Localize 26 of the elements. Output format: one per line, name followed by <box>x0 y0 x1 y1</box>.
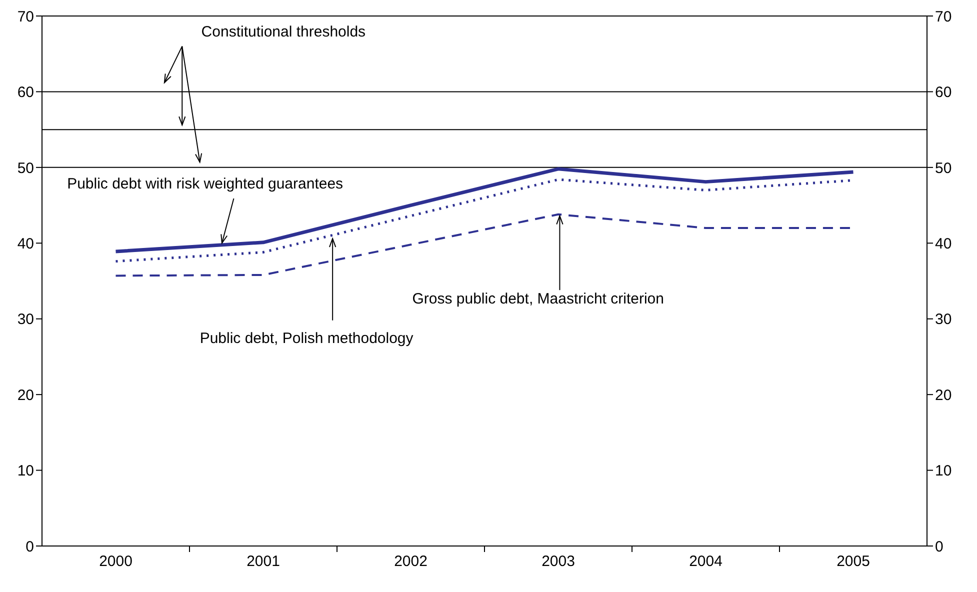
y-tick-label: 30 <box>17 311 34 328</box>
text: Gross public debt, Maastricht criterion <box>412 290 664 308</box>
annotation: Constitutional thresholds <box>201 23 366 40</box>
y2-tick-label: 20 <box>935 386 952 404</box>
x-tick-label: 2001 <box>246 553 280 570</box>
y2-tick-label: 40 <box>935 235 952 252</box>
x-tick-label: 2003 <box>542 553 575 570</box>
y2-tick-label: 60 <box>935 84 952 102</box>
x-tick-label: 2004 <box>689 553 722 570</box>
y2-tick-label: 30 <box>935 311 952 328</box>
y-tick-label: 50 <box>17 160 34 177</box>
y-tick-label: 70 <box>17 8 34 26</box>
x-tick-label: 2002 <box>394 553 428 570</box>
y-tick-label: 40 <box>17 235 34 252</box>
y-tick-label: 60 <box>17 84 34 102</box>
text: Public debt, Polish methodology <box>200 330 414 348</box>
y-tick-label: 20 <box>17 386 34 404</box>
x-tick-label: 2000 <box>99 553 132 570</box>
y-tick-label: 10 <box>17 462 34 480</box>
y2-tick-label: 50 <box>935 160 952 177</box>
y2-tick-label: 70 <box>935 8 952 26</box>
y2-tick-label: 10 <box>935 462 952 480</box>
y-tick-label: 0 <box>26 538 34 556</box>
y2-tick-label: 0 <box>935 538 944 556</box>
series-label: Public debt with risk weighted guarantees <box>67 176 344 193</box>
x-tick-label: 2005 <box>836 553 870 570</box>
